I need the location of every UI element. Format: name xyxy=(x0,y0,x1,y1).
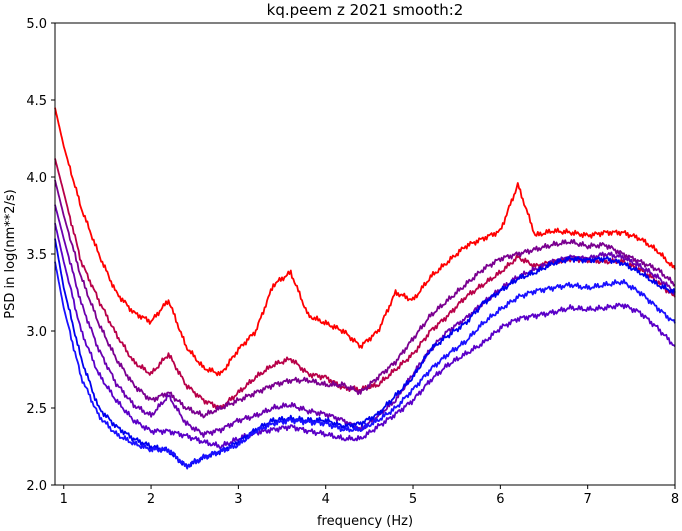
x-tick-label: 5 xyxy=(409,492,417,507)
y-tick-label: 2.0 xyxy=(26,479,47,494)
y-tick-label: 2.5 xyxy=(26,402,47,417)
x-tick-label: 4 xyxy=(322,492,330,507)
chart-title: kq.peem z 2021 smooth:2 xyxy=(267,1,464,19)
y-tick-label: 3.5 xyxy=(26,248,47,263)
x-tick-label: 3 xyxy=(234,492,242,507)
x-tick-label: 1 xyxy=(60,492,68,507)
y-tick-label: 4.5 xyxy=(26,94,47,109)
series-line-6 xyxy=(54,238,676,468)
series-line-2 xyxy=(54,158,676,410)
y-tick-label: 4.0 xyxy=(26,171,47,186)
x-tick-label: 7 xyxy=(584,492,592,507)
x-axis-label: frequency (Hz) xyxy=(317,514,413,529)
y-tick-label: 5.0 xyxy=(26,17,47,32)
series-line-7 xyxy=(54,261,676,470)
x-axis: 1 2 3 4 5 6 7 8 xyxy=(60,485,679,507)
y-axis-label: PSD in log(nm**2/s) xyxy=(3,189,18,319)
x-tick-label: 2 xyxy=(147,492,155,507)
series-group xyxy=(54,107,676,470)
series-line-4 xyxy=(54,204,676,438)
series-line-5 xyxy=(54,223,676,449)
y-tick-label: 3.0 xyxy=(26,325,47,340)
x-tick-label: 6 xyxy=(496,492,504,507)
y-axis: 2.0 2.5 3.0 3.5 4.0 4.5 5.0 xyxy=(26,17,55,494)
series-line-3 xyxy=(54,179,676,419)
series-line-1 xyxy=(54,107,676,377)
x-tick-label: 8 xyxy=(671,492,679,507)
